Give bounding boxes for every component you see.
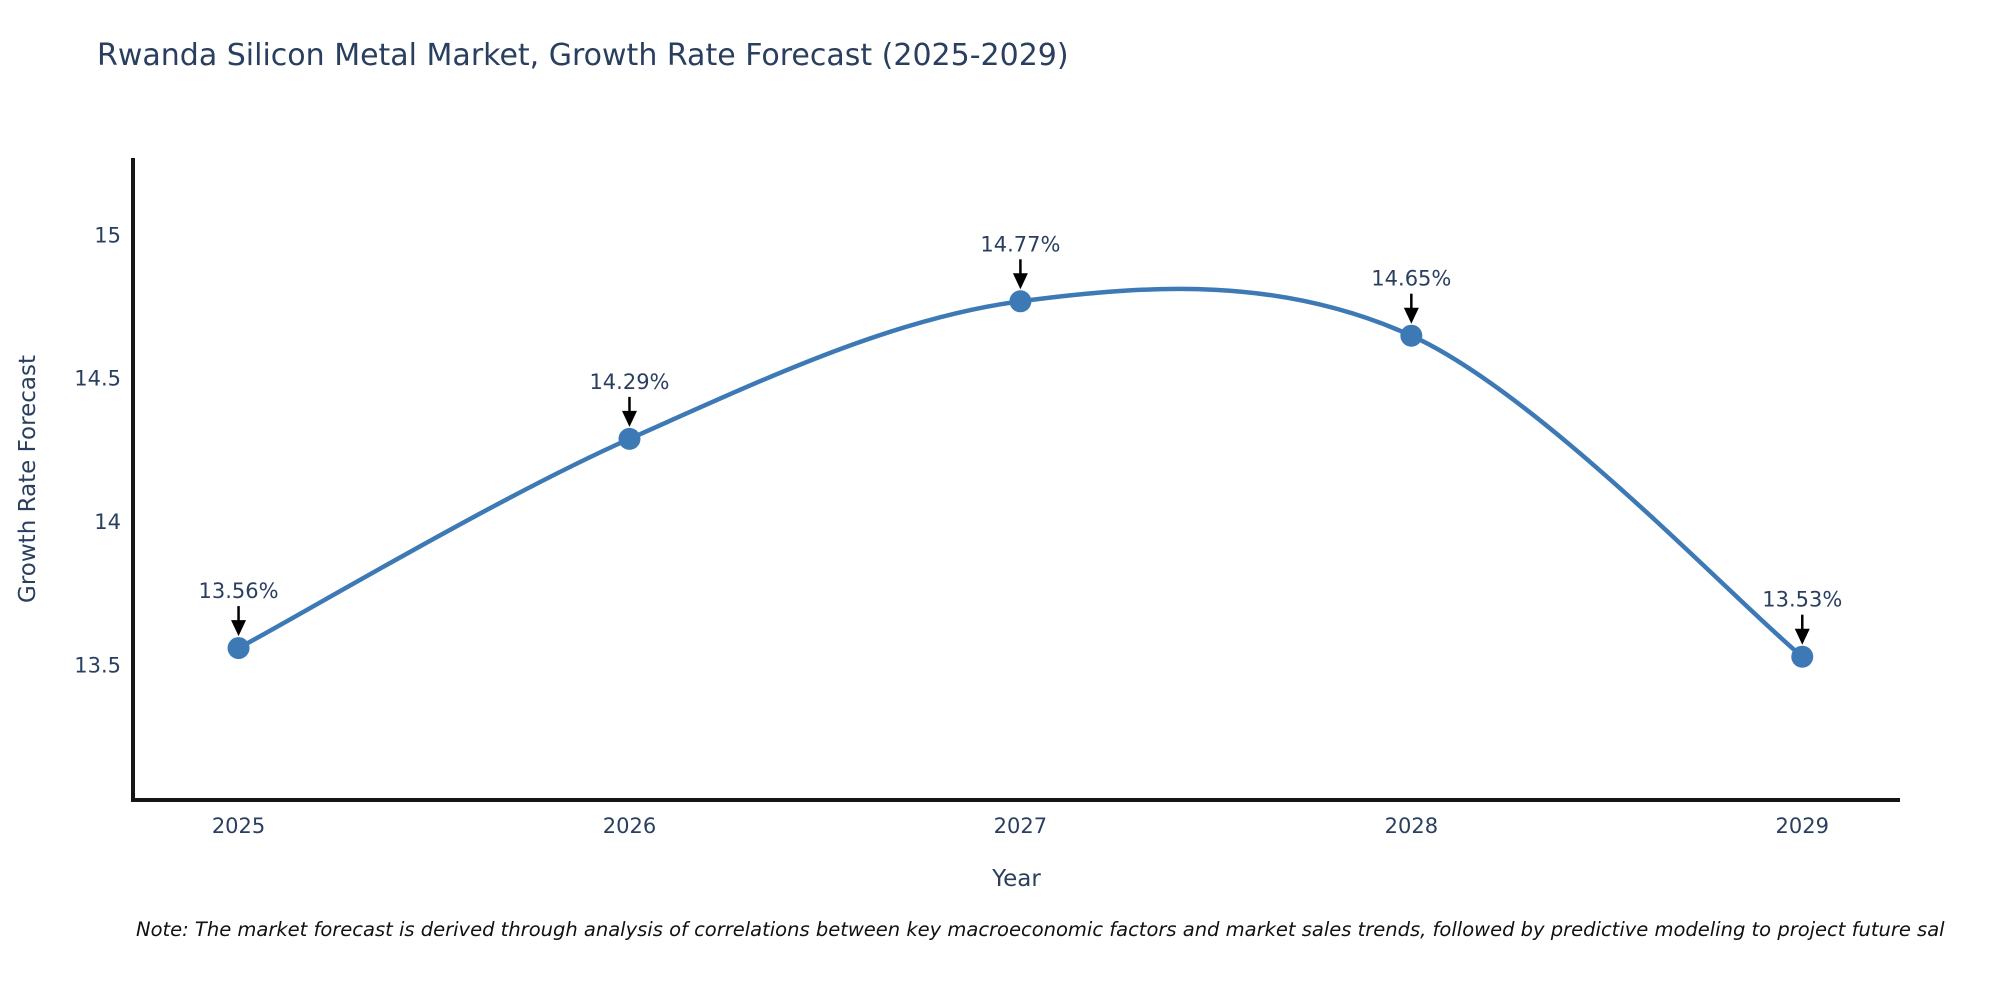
x-tick-label: 2029 (1776, 814, 1829, 838)
data-point-label: 14.65% (1371, 267, 1451, 291)
y-tick-label: 14.5 (74, 367, 121, 391)
annotation-arrow-head (1794, 628, 1810, 645)
data-point-label: 13.56% (199, 579, 279, 603)
trend-line (237, 286, 1804, 659)
x-tick-label: 2025 (212, 814, 265, 838)
annotation-arrow-head (1012, 273, 1028, 290)
x-tick-label: 2027 (994, 814, 1047, 838)
data-point-label: 13.53% (1762, 588, 1842, 612)
annotation-arrow-head (231, 620, 247, 637)
y-tick-label: 14 (94, 510, 121, 534)
axis-line (131, 158, 1900, 802)
annotation-arrow-head (621, 410, 637, 427)
y-tick-label: 13.5 (74, 653, 121, 677)
chart-title: Rwanda Silicon Metal Market, Growth Rate… (97, 38, 1069, 73)
x-tick-label: 2028 (1385, 814, 1438, 838)
data-point (618, 427, 641, 450)
data-point (1400, 324, 1423, 347)
data-point-label: 14.29% (589, 370, 669, 394)
x-tick-label: 2026 (603, 814, 656, 838)
y-axis-title: Growth Rate Forecast (15, 355, 41, 603)
x-axis-title: Year (991, 866, 1041, 892)
data-point (1009, 290, 1032, 313)
y-tick-label: 15 (94, 223, 121, 247)
chart-footnote: Note: The market forecast is derived thr… (136, 918, 1945, 941)
data-point-label: 14.77% (980, 232, 1060, 256)
data-point (227, 637, 250, 660)
data-point (1791, 645, 1814, 668)
annotation-arrow-head (1403, 307, 1419, 324)
